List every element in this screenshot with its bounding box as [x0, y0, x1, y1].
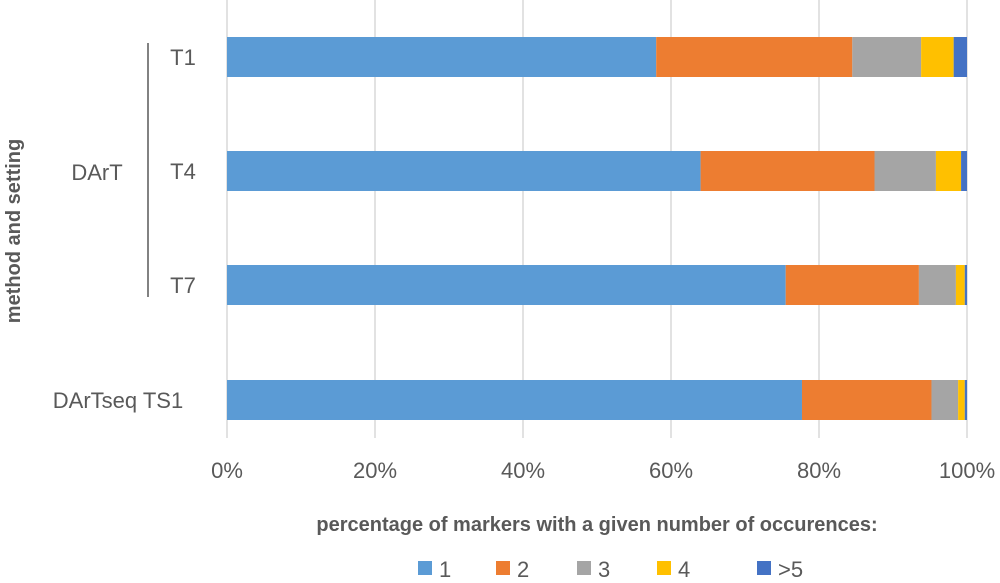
- bar-segment: [953, 37, 967, 77]
- bar-segment: [801, 380, 932, 420]
- x-tick-label: 0%: [211, 458, 243, 483]
- bar-segment: [227, 265, 786, 305]
- bar-segment: [227, 151, 701, 191]
- category-label: T4: [170, 159, 196, 184]
- category-label: T1: [170, 45, 196, 70]
- bar-segment: [961, 151, 967, 191]
- bar-segment: [935, 151, 962, 191]
- bar-segment: [227, 380, 802, 420]
- bar-segment: [931, 380, 959, 420]
- bar-segment: [227, 37, 657, 77]
- legend: 1 2 3 4 >5: [418, 557, 803, 582]
- x-tick-label: 80%: [797, 458, 841, 483]
- group-label: DArT: [71, 160, 122, 185]
- legend-label: 3: [598, 557, 610, 582]
- legend-label: >5: [778, 557, 803, 582]
- category-label: T7: [170, 273, 196, 298]
- legend-swatch: [496, 561, 510, 575]
- legend-swatch: [657, 561, 671, 575]
- bar-segment: [921, 37, 954, 77]
- bar-segment: [958, 380, 965, 420]
- x-tick-labels: 0% 20% 40% 60% 80% 100%: [211, 458, 995, 483]
- x-tick-label: 100%: [939, 458, 995, 483]
- bar-segment: [700, 151, 875, 191]
- bar-segment: [656, 37, 853, 77]
- x-tick-label: 60%: [649, 458, 693, 483]
- legend-swatch: [577, 561, 591, 575]
- bar-segment: [955, 265, 965, 305]
- x-tick-label: 20%: [353, 458, 397, 483]
- legend-label: 4: [678, 557, 690, 582]
- legend-swatch: [418, 561, 432, 575]
- bar-segment: [964, 265, 967, 305]
- bar-segment: [874, 151, 936, 191]
- bar-segment: [964, 380, 967, 420]
- x-axis-title: percentage of markers with a given numbe…: [316, 514, 877, 536]
- bar-segment: [785, 265, 919, 305]
- category-labels: T1 T4 T7 DArTseq TS1: [53, 45, 196, 413]
- group-labels: DArT: [71, 43, 149, 297]
- bar-segment: [852, 37, 922, 77]
- y-axis-title: method and setting: [3, 139, 25, 323]
- legend-swatch: [757, 561, 771, 575]
- bar-segment: [918, 265, 956, 305]
- legend-label: 1: [439, 557, 451, 582]
- category-label: DArTseq TS1: [53, 388, 183, 413]
- x-tick-label: 40%: [501, 458, 545, 483]
- bars: [227, 37, 967, 420]
- legend-label: 2: [517, 557, 529, 582]
